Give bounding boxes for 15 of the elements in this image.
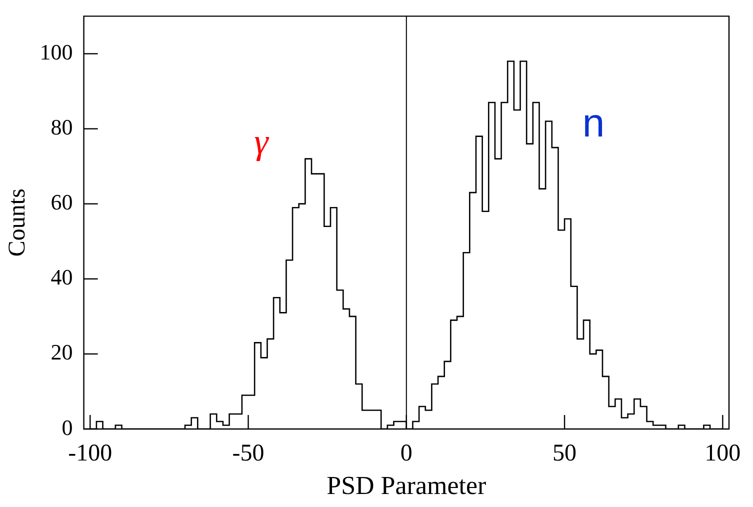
y-tick-label: 0 bbox=[62, 414, 73, 440]
x-tick-label: 50 bbox=[552, 440, 577, 467]
y-tick-label: 20 bbox=[50, 340, 73, 365]
x-tick-label: 100 bbox=[704, 440, 741, 467]
y-tick-label: 100 bbox=[40, 40, 73, 65]
x-tick-label: -100 bbox=[68, 440, 112, 467]
y-axis-title: Counts bbox=[4, 188, 31, 257]
y-tick-label: 80 bbox=[50, 114, 73, 140]
x-tick-label: -50 bbox=[232, 440, 264, 467]
annotation: γ bbox=[254, 122, 270, 162]
x-axis-title: PSD Parameter bbox=[326, 471, 487, 500]
y-tick-label: 40 bbox=[50, 264, 73, 290]
y-tick-label: 60 bbox=[50, 190, 73, 215]
x-tick-label: 0 bbox=[400, 440, 412, 467]
annotation: n bbox=[582, 102, 605, 146]
